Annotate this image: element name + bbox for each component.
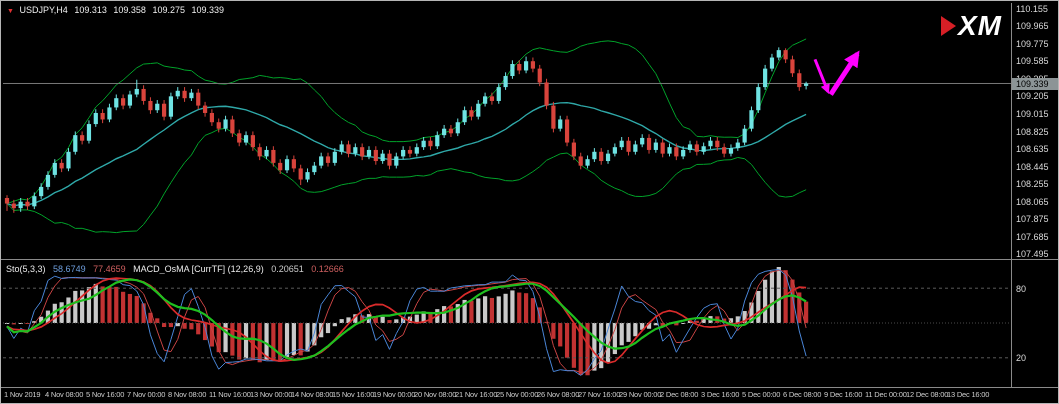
price-axis-label: 107.495 [1016,249,1049,260]
symbol-marker-icon: ▼ [7,8,14,15]
time-axis-label: 1 Nov 2019 [4,390,41,399]
price-axis-label: 109.015 [1016,108,1049,119]
time-axis-label: 15 Nov 16:00 [332,390,375,399]
price-axis-label: 108.635 [1016,144,1049,155]
symbol-ohlc-line: ▼ USDJPY,H4 109.313 109.358 109.275 109.… [7,5,228,15]
candle-close-value: 109.339 [191,5,225,15]
candle-high-value: 109.358 [113,5,146,15]
stochastic-label: Sto(5,3,3) [6,264,46,274]
price-axis-label: 108.065 [1016,196,1049,207]
indicator-values-line: Sto(5,3,3) 58.6749 77.4659 MACD_OsMA [Cu… [6,264,349,274]
time-axis-label: 25 Nov 00:00 [496,390,539,399]
macd-value-2: 0.12666 [311,264,344,274]
time-axis-label: 9 Dec 16:00 [824,390,863,399]
stochastic-signal-value: 77.4659 [93,264,126,274]
time-axis-divider [1,387,1058,388]
xm-logo-arrow-icon [941,16,956,36]
annotation-layer [813,50,860,96]
time-axis-label: 14 Nov 08:00 [291,390,334,399]
indicator-canvas[interactable] [3,261,1011,387]
indicator-axis-label: 20 [1016,353,1027,364]
time-axis-label: 8 Nov 08:00 [168,390,207,399]
price-axis-label: 107.875 [1016,214,1049,225]
current-price-tag: 109.339 [1012,78,1058,91]
price-axis-label: 108.825 [1016,126,1049,137]
time-axis-label: 21 Nov 16:00 [455,390,498,399]
time-axis-label: 13 Nov 00:00 [250,390,293,399]
symbol-name: USDJPY,H4 [19,5,68,15]
price-axis[interactable]: 110.155109.965109.775109.585109.395109.2… [1011,3,1058,387]
time-axis-label: 3 Dec 16:00 [701,390,740,399]
stochastic-main-value: 58.6749 [53,264,86,274]
time-axis-label: 4 Nov 08:00 [45,390,84,399]
price-axis-label: 109.585 [1016,56,1049,67]
price-axis-label: 109.775 [1016,38,1049,49]
time-axis-label: 27 Nov 16:00 [578,390,621,399]
time-axis-label: 2 Dec 08:00 [660,390,699,399]
time-axis-label: 5 Nov 16:00 [86,390,125,399]
indicator-axis-label: 80 [1016,283,1027,294]
time-axis-label: 26 Nov 08:00 [537,390,580,399]
trend-arrow-down-icon[interactable] [813,58,830,94]
time-axis-label: 11 Dec 00:00 [865,390,907,399]
xm-logo: XM [941,12,1002,40]
candle-open-value: 109.313 [74,5,107,15]
time-axis-label: 7 Nov 00:00 [127,390,166,399]
macd-value-1: 0.20651 [271,264,304,274]
panel-divider[interactable] [1,259,1058,260]
time-axis-label: 11 Nov 16:00 [209,390,251,399]
time-axis-label: 29 Nov 00:00 [619,390,662,399]
price-axis-label: 110.155 [1016,3,1048,14]
price-axis-label: 109.965 [1016,21,1049,32]
macd-label: MACD_OsMA [CurrTF] (12,26,9) [133,264,264,274]
time-axis-label: 20 Nov 08:00 [414,390,457,399]
time-axis-label: 5 Dec 00:00 [742,390,781,399]
time-axis-label: 13 Dec 16:00 [947,390,990,399]
price-axis-label: 108.255 [1016,179,1049,190]
price-axis-label: 109.205 [1016,91,1049,102]
time-axis[interactable]: 1 Nov 2019 4 Nov 08:00 5 Nov 16:00 7 Nov 00… [1,389,1058,403]
trend-arrow-up-icon[interactable] [828,50,860,96]
time-axis-label: 6 Dec 08:00 [783,390,822,399]
candle-low-value: 109.275 [152,5,185,15]
price-axis-label: 108.445 [1016,161,1049,172]
price-chart-canvas[interactable] [3,3,1011,259]
time-axis-label: 12 Dec 08:00 [906,390,949,399]
time-axis-label: 19 Nov 00:00 [373,390,416,399]
price-axis-label: 107.685 [1016,231,1049,242]
xm-logo-text: XM [958,10,1002,41]
